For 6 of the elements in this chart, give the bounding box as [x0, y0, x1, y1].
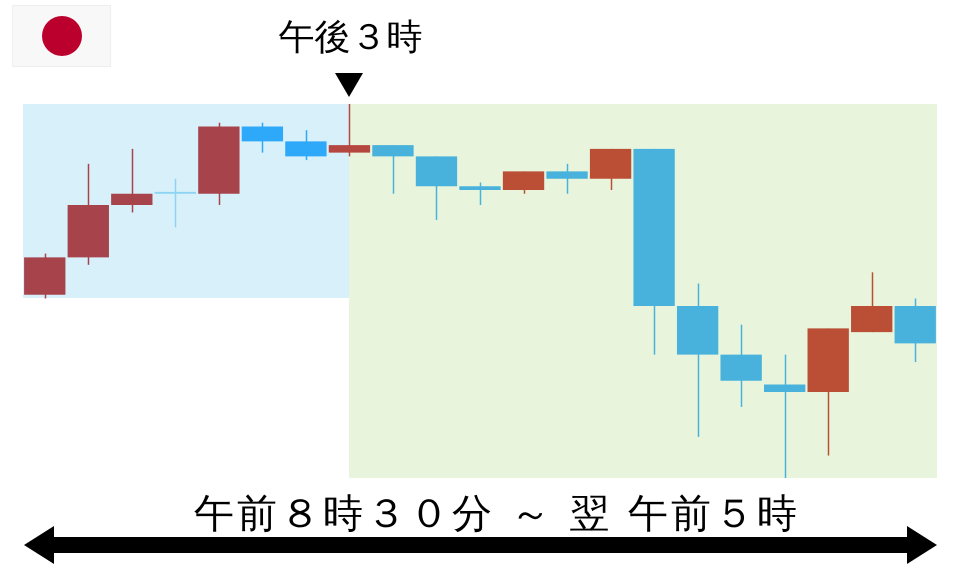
candlestick	[764, 354, 806, 479]
candlestick	[154, 178, 196, 228]
text: 午後３時	[278, 17, 422, 58]
candlestick	[328, 103, 370, 158]
candlestick	[459, 182, 501, 206]
x-axis-title: 午前８時３０分 ～ 翌 午前５時	[194, 491, 800, 537]
